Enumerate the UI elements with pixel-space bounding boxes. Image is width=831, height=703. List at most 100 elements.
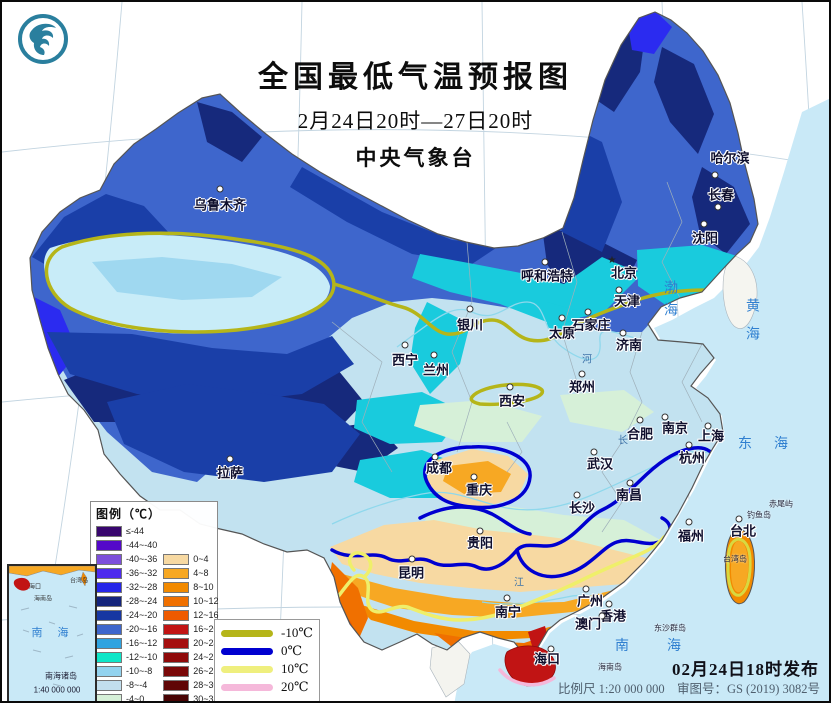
city-marker [216,185,224,193]
inset-label-tiny: 海南岛 [33,596,53,603]
city-label: 重庆 [465,482,493,498]
city-label: 银川 [456,317,484,333]
south-china-sea-inset: 台湾岛 海口 海南岛南 海南海诸岛 1:40 000 000 [7,564,97,701]
city-label: 澳门 [574,616,602,632]
legend-range-label: 10~12 [193,596,219,606]
legend-swatch [96,595,122,607]
city-marker [578,370,586,378]
city-label: 沈阳 [691,230,719,246]
city-label: 香港 [599,608,627,624]
legend-swatch [163,679,190,691]
legend-range-label: ≤-44 [126,526,144,536]
legend-range-label: -40~-36 [126,554,158,564]
city-label: 西安 [498,393,526,409]
city-marker [636,416,644,424]
legend-swatch [96,567,122,579]
legend-swatch [96,693,122,701]
legend-range-label: -4~0 [126,694,145,703]
legend-row: -36~-32 [96,566,157,580]
legend-row: -10~-8 [96,664,157,678]
contour-temp-label: 0℃ [281,643,303,658]
city-marker [605,600,613,608]
hainan-island [498,645,556,687]
inset-label-name: 南海诸岛 [45,671,77,681]
city-marker [503,594,511,602]
city-label: 北京 [610,265,638,281]
city-label: 乌鲁木齐 [193,197,247,213]
contour-legend-row: 20℃ [221,678,313,696]
taiwan-island [724,528,755,605]
inset-art [9,566,95,701]
scale-text: 比例尺 1:20 000 000 [558,682,665,696]
legend-range-label: 0~4 [193,554,209,564]
legend-row: 28~30 [163,678,219,692]
contour-legend-row: 0℃ [221,642,313,660]
city-label: 海口 [533,651,561,667]
legend-range-label: -12~-10 [126,652,158,662]
city-marker [573,491,581,499]
legend-swatch [163,595,190,607]
city-label: 天津 [613,293,641,309]
city-marker [685,518,693,526]
legend-range-label: -28~-24 [126,596,158,606]
contour-line-swatch [221,647,273,655]
legend-row: -24~-20 [96,608,157,622]
legend-range-label: 28~30 [193,680,219,690]
legend-row: 24~26 [163,650,219,664]
legend-row: 10~12 [163,594,219,608]
legend-swatch [96,679,122,691]
legend-row: 26~28 [163,664,219,678]
city-marker [590,448,598,456]
city-label: 合肥 [626,426,654,442]
legend-row: -32~-28 [96,580,157,594]
legend-swatch [163,553,190,565]
legend-row: 12~16 [163,608,219,622]
contour-temp-label: 10℃ [281,661,309,676]
legend-swatch [163,609,190,621]
city-marker [619,329,627,337]
legend-range-label: -8~-4 [126,680,148,690]
legend-range-label: 20~24 [193,638,219,648]
legend-row: 20~24 [163,636,219,650]
legend-range-label: -32~-28 [126,582,158,592]
cma-logo [16,12,70,66]
city-marker [711,171,719,179]
legend-swatch [96,539,122,551]
legend-row: -40~-36 [96,552,157,566]
city-marker [661,413,669,421]
city-label: 石家庄 [571,317,611,333]
legend-column-negative: ≤-44 -44~-40 -40~-36 -36~-32 -32~-28 -28~-24 -… [96,524,158,703]
island-label: 钓鱼岛 [747,510,771,520]
legend-row: -20~-16 [96,622,157,636]
city-marker [476,527,484,535]
city-label: 济南 [615,337,643,353]
contour-legend-row: 10℃ [221,660,313,678]
city-marker [685,441,693,449]
issue-time: 02月24日18时发布 [672,660,819,679]
city-label: 太原 [548,325,576,341]
river-label: 河 [582,354,592,366]
legend-range-label: -24~-20 [126,610,158,620]
city-label: 福州 [677,528,705,544]
sea-label: 渤海 [662,280,677,324]
legend-row: 8~10 [163,580,218,594]
city-marker [626,479,634,487]
city-label: 杭州 [678,450,706,466]
license-number: 审图号：GS (2019) 3082号 [676,682,820,696]
contour-temp-label: -10℃ [281,625,313,640]
legend-swatch [96,609,122,621]
island-label: 海南岛 [598,662,622,672]
contour-line-swatch [221,629,273,637]
city-label: 长沙 [568,500,596,516]
map-scale-line: 比例尺 1:20 000 000 审图号：GS (2019) 3082号 [558,678,820,697]
city-marker [408,555,416,563]
city-marker [541,258,549,266]
temperature-legend: 图例（℃） ≤-44 -44~-40 -40~-36 -36~-32 -32~-28 -2… [90,501,219,703]
city-marker: ★ [607,255,617,266]
legend-range-label: 8~10 [193,582,214,592]
legend-swatch [163,637,190,649]
legend-swatch [163,623,190,635]
legend-swatch [96,637,122,649]
